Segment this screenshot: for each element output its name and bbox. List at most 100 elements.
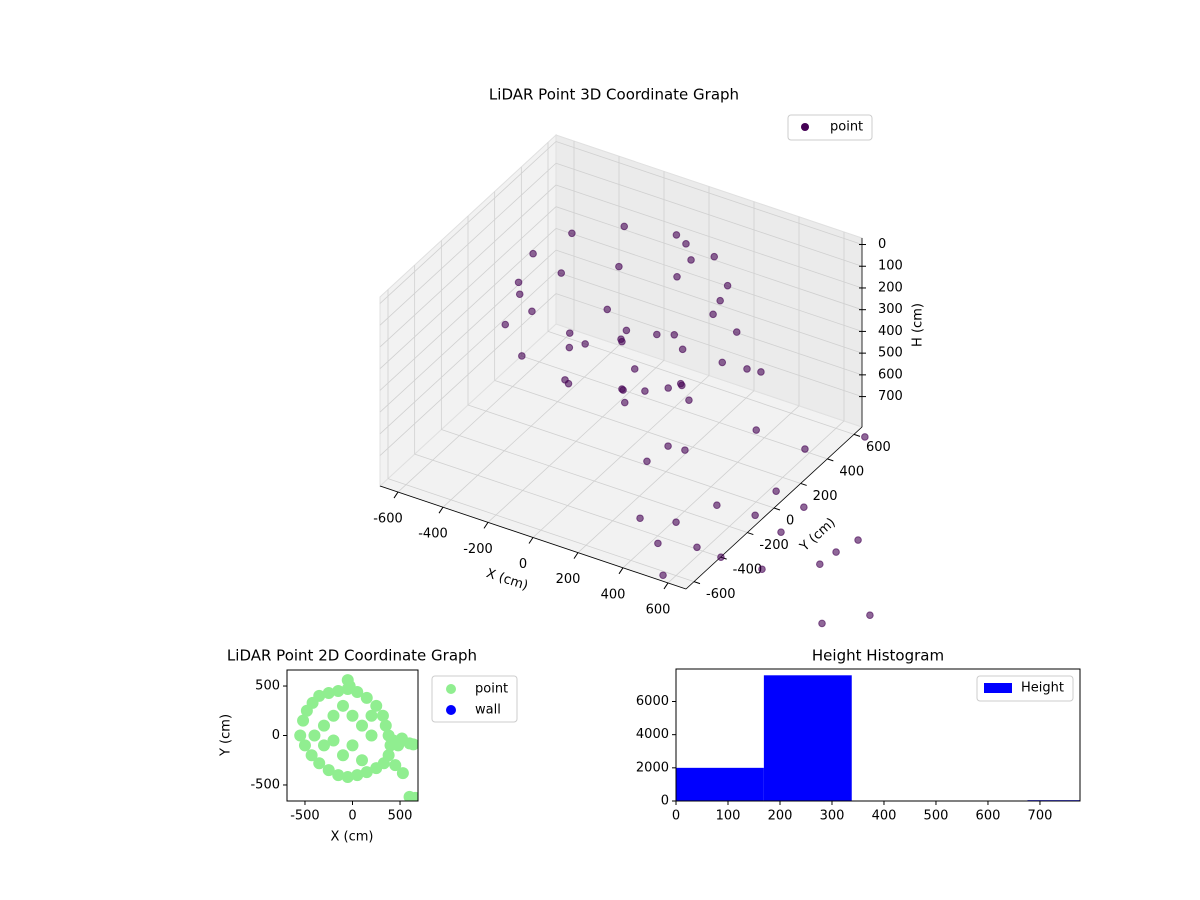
point <box>758 565 766 574</box>
y-tick-label: 200 <box>813 489 838 504</box>
point <box>365 709 378 722</box>
point <box>653 330 661 339</box>
x-tick-label: -600 <box>373 512 403 527</box>
point <box>305 749 318 762</box>
y-tick <box>693 581 701 585</box>
grid-line <box>379 184 557 348</box>
grid-line <box>555 184 863 289</box>
y-tick-label: 500 <box>255 679 280 694</box>
x-tick-label: 200 <box>768 809 793 824</box>
y-tick-label: -400 <box>733 563 763 578</box>
x-tick <box>618 567 624 575</box>
z-axis-label: H (cm) <box>911 303 926 347</box>
point <box>617 335 625 343</box>
point <box>622 326 631 335</box>
point <box>713 501 721 510</box>
legend-label: wall <box>475 703 501 718</box>
z-tick-label: 400 <box>878 324 903 339</box>
point <box>801 445 809 453</box>
point <box>673 272 681 281</box>
grid-line <box>555 162 863 267</box>
x-axis-label: X (cm) <box>331 830 374 845</box>
grid-line <box>555 206 863 311</box>
point <box>709 310 717 319</box>
point <box>389 759 402 772</box>
grid-line <box>494 380 801 484</box>
point <box>723 281 732 290</box>
point <box>409 791 418 801</box>
point <box>327 709 340 722</box>
axis-line <box>379 485 687 590</box>
x-tick-label: -500 <box>290 809 320 824</box>
point <box>317 739 330 752</box>
point <box>360 766 373 779</box>
point <box>336 699 349 712</box>
point <box>370 762 383 775</box>
point <box>717 553 725 562</box>
x-tick-label: 700 <box>1028 809 1053 824</box>
y-axis-label: Y (cm) <box>219 714 234 757</box>
grid-line <box>414 453 721 558</box>
y-tick-label: 2000 <box>636 760 669 775</box>
point <box>565 329 574 337</box>
legend-label: point <box>475 682 508 697</box>
point <box>682 240 690 248</box>
point <box>346 709 359 722</box>
point <box>565 343 574 352</box>
point <box>757 368 765 376</box>
point <box>518 352 526 360</box>
point <box>615 262 623 271</box>
y-tick-label: 0 <box>661 794 669 809</box>
x-tick-label: 200 <box>556 572 581 587</box>
point <box>346 739 359 752</box>
point <box>376 709 389 722</box>
point <box>332 684 345 697</box>
legend-marker <box>446 684 456 694</box>
point <box>618 385 626 393</box>
legend-box <box>976 675 1074 702</box>
y-tick <box>773 507 781 511</box>
point <box>356 754 369 767</box>
x-tick-label: 400 <box>872 809 897 824</box>
point <box>332 769 345 782</box>
z-tick-label: 200 <box>878 280 903 295</box>
legend-marker <box>984 683 1012 693</box>
point <box>568 229 576 238</box>
point <box>636 514 644 523</box>
plot-area <box>294 674 418 801</box>
point <box>370 699 383 712</box>
point <box>564 379 573 388</box>
grid-line <box>379 293 557 456</box>
point <box>528 307 536 316</box>
x-tick-label: 600 <box>976 809 1001 824</box>
bar <box>676 767 764 801</box>
legend-marker <box>801 123 809 131</box>
point <box>365 729 378 742</box>
chart-title: LiDAR Point 2D Coordinate Graph <box>227 647 477 665</box>
point <box>557 269 566 277</box>
chart-title: LiDAR Point 3D Coordinate Graph <box>489 86 739 104</box>
point <box>643 457 651 466</box>
point <box>630 365 639 373</box>
point <box>678 345 687 354</box>
y-tick-label: -500 <box>250 777 280 792</box>
point <box>710 252 719 261</box>
point <box>743 365 751 373</box>
point <box>313 689 326 702</box>
x-tick-label: 400 <box>601 587 626 602</box>
y-tick <box>747 532 754 536</box>
point <box>678 381 686 390</box>
point <box>685 396 693 404</box>
point <box>672 518 680 526</box>
point <box>654 539 662 548</box>
y-tick <box>800 482 807 486</box>
chart-title: Height Histogram <box>812 647 944 665</box>
z-tick-label: 0 <box>878 237 886 252</box>
point <box>664 442 672 450</box>
grid-line <box>555 271 863 376</box>
point <box>515 290 524 299</box>
legend-label: Height <box>1021 681 1064 696</box>
y-tick-label: 4000 <box>636 727 669 742</box>
point <box>529 249 537 258</box>
